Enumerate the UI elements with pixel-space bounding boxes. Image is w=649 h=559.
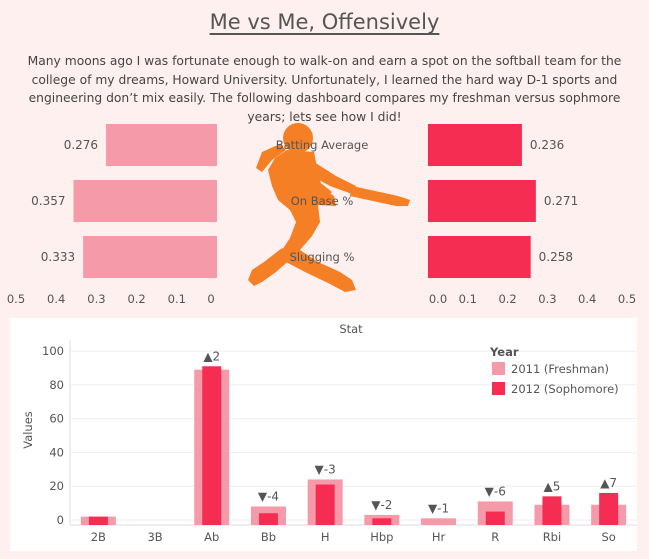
legend-title: Year <box>489 345 519 359</box>
freshman-bar <box>73 180 218 222</box>
y-tick-label: 40 <box>49 445 64 459</box>
sophomore-rate-bars: 0.236 0.271 0.258 <box>428 124 578 278</box>
legend: Year 2011 (Freshman) 2012 (Sophomore) <box>489 345 619 396</box>
sophomore-axis-tick: 0.3 <box>538 292 556 306</box>
sophomore-bar-label: 0.271 <box>544 194 578 208</box>
sophomore-bar <box>315 484 335 525</box>
sophomore-axis-tick: 0.5 <box>618 292 636 306</box>
change-label: ▼-6 <box>485 484 506 498</box>
freshman-bar <box>106 124 217 166</box>
sophomore-axis-tick: 0.1 <box>459 292 477 306</box>
freshman-rate-bars: 0.276 0.357 0.333 <box>31 124 218 278</box>
y-tick-label: 20 <box>49 479 64 493</box>
freshman-axis-tick: 0.3 <box>87 292 105 306</box>
change-label: ▼-4 <box>258 489 279 503</box>
sophomore-bar-label: 0.236 <box>530 138 564 152</box>
page-title: Me vs Me, Offensively <box>209 10 440 34</box>
change-label: ▲2 <box>203 349 220 363</box>
x-tick-label: So <box>601 530 615 544</box>
change-label: ▼-2 <box>371 498 392 512</box>
sophomore-bar <box>88 516 108 525</box>
x-tick-label: Bb <box>261 530 276 544</box>
change-label: ▲7 <box>600 476 617 490</box>
chart-title: Stat <box>339 322 363 336</box>
sophomore-axis-tick: 0.4 <box>578 292 596 306</box>
legend-label-sophomore: 2012 (Sophomore) <box>511 382 619 396</box>
freshman-bar <box>421 518 457 525</box>
x-tick-label: Rbi <box>543 530 562 544</box>
freshman-bar-label: 0.333 <box>41 250 75 264</box>
x-tick-label: 2B <box>91 530 106 544</box>
sophomore-bar-label: 0.258 <box>539 250 573 264</box>
sophomore-bar <box>485 511 505 525</box>
x-tick-label: Hbp <box>370 530 393 544</box>
counting-stats-chart: Stat Values 0 20 40 60 80 100 ▲2 ▼-4 ▼-3 ▼-2 ▼-1 ▼… <box>21 322 637 544</box>
sophomore-bar <box>599 492 619 525</box>
freshman-bar-label: 0.357 <box>31 194 65 208</box>
sophomore-axis-tick: 0.0 <box>429 292 447 306</box>
freshman-axis-ticks: 0.5 0.4 0.3 0.2 0.1 0 <box>7 292 215 306</box>
rate-stats-chart: 0.276 0.357 0.333 0.236 0.271 0.258 Batting … <box>7 123 636 306</box>
legend-swatch-sophomore <box>492 382 505 395</box>
legend-label-freshman: 2011 (Freshman) <box>511 362 609 376</box>
change-label: ▼-1 <box>428 501 449 515</box>
legend-swatch-freshman <box>492 362 505 375</box>
sophomore-bar <box>202 366 222 525</box>
freshman-bar <box>83 236 217 278</box>
change-label: ▲5 <box>544 479 561 493</box>
x-tick-label: R <box>491 530 499 544</box>
category-label-slugging: Slugging % <box>290 250 355 264</box>
freshman-axis-tick: 0.2 <box>127 292 145 306</box>
x-tick-label: Hr <box>432 530 446 544</box>
sophomore-bar <box>542 496 562 525</box>
intro-text: Many moons ago I was fortunate enough to… <box>27 54 622 124</box>
y-tick-label: 80 <box>49 378 64 392</box>
sophomore-bar <box>428 180 536 222</box>
category-label-batting-average: Batting Average <box>276 138 369 152</box>
x-tick-label: Ab <box>204 530 219 544</box>
sophomore-bar <box>258 513 278 525</box>
counting-stats-panel: Stat Values 0 20 40 60 80 100 ▲2 ▼-4 ▼-3 ▼-2 ▼-1 ▼… <box>10 318 637 551</box>
sophomore-axis-tick: 0.2 <box>498 292 516 306</box>
change-label: ▼-3 <box>315 462 336 476</box>
freshman-axis-tick: 0.1 <box>168 292 186 306</box>
x-axis-ticks: 2B 3B Ab Bb H Hbp Hr R Rbi So <box>91 530 616 544</box>
y-tick-label: 100 <box>42 344 64 358</box>
category-label-on-base: On Base % <box>291 194 354 208</box>
sophomore-bar <box>372 518 392 525</box>
bars: ▲2 ▼-4 ▼-3 ▼-2 ▼-1 ▼-6 ▲5 ▲7 <box>80 349 627 525</box>
sophomore-axis-ticks: 0.0 0.1 0.2 0.3 0.4 0.5 <box>429 292 636 306</box>
x-tick-label: H <box>321 530 330 544</box>
sophomore-bar <box>428 124 522 166</box>
x-tick-label: 3B <box>147 530 162 544</box>
batter-silhouette-icon <box>248 123 410 292</box>
y-tick-label: 0 <box>57 513 64 527</box>
freshman-axis-tick: 0.5 <box>7 292 25 306</box>
y-axis-label: Values <box>21 411 35 449</box>
y-axis-ticks: 0 20 40 60 80 100 <box>42 344 64 527</box>
freshman-bar-label: 0.276 <box>64 138 98 152</box>
y-tick-label: 60 <box>49 412 64 426</box>
freshman-axis-tick: 0.4 <box>47 292 65 306</box>
sophomore-bar <box>428 236 531 278</box>
freshman-axis-tick: 0 <box>207 292 214 306</box>
